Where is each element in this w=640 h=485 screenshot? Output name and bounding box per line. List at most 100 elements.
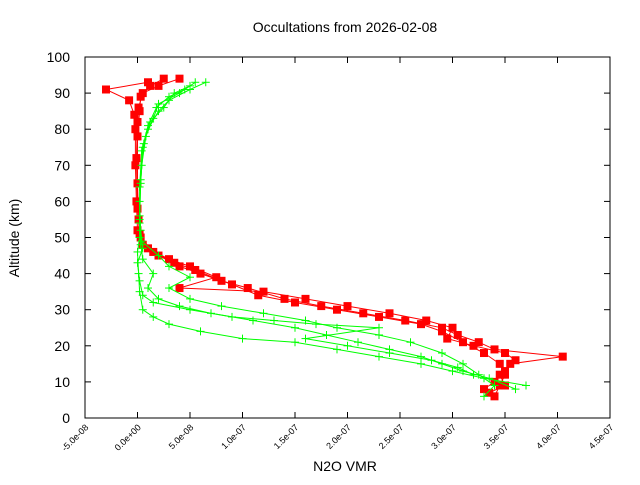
data-point-plus (144, 284, 152, 293)
data-point-square (144, 244, 152, 253)
data-point-plus (137, 146, 146, 155)
data-point-plus (175, 302, 184, 311)
data-point-plus (490, 381, 499, 390)
data-point-plus (135, 233, 144, 242)
data-point-plus (238, 334, 247, 343)
data-point-square (469, 341, 478, 350)
data-point-plus (417, 352, 425, 361)
data-point-square (170, 258, 179, 267)
data-point-plus (133, 258, 142, 267)
y-tick-label: 10 (54, 374, 70, 390)
data-point-square (417, 320, 425, 329)
x-tick-label: 4.5e-07 (587, 422, 616, 451)
data-point-plus (154, 294, 163, 303)
series-0-profile-line (135, 78, 517, 390)
data-point-plus (196, 327, 205, 336)
data-point-square (146, 81, 155, 90)
data-point-plus (154, 251, 163, 260)
data-point-square (343, 302, 352, 311)
data-point-plus (375, 352, 383, 361)
data-point-square (501, 349, 509, 358)
y-tick-label: 50 (54, 230, 70, 246)
data-point-square (558, 352, 567, 361)
data-point-square (138, 89, 147, 98)
data-point-plus (301, 334, 310, 343)
data-point-plus (333, 345, 341, 354)
y-tick-label: 20 (54, 338, 70, 354)
data-point-plus (522, 381, 530, 390)
data-point-square (243, 284, 252, 293)
data-point-plus (354, 338, 362, 347)
data-point-square (175, 284, 184, 293)
x-tick-label: 1.5e-07 (272, 422, 301, 451)
data-point-square (506, 359, 515, 368)
series-1-profile-line (136, 81, 527, 386)
data-point-plus (375, 330, 383, 339)
y-tick-label: 60 (54, 193, 70, 209)
data-point-plus (427, 356, 436, 365)
data-point-plus (165, 284, 173, 293)
data-point-plus (291, 323, 299, 332)
data-point-plus (406, 338, 415, 347)
data-point-square (422, 316, 431, 325)
y-tick-label: 90 (54, 85, 70, 101)
data-point-square (480, 349, 488, 358)
data-point-plus (385, 349, 394, 358)
data-point-plus (152, 103, 161, 112)
data-point-square (453, 330, 462, 339)
data-point-square (133, 204, 142, 213)
series-0-profile-line (104, 81, 506, 397)
data-point-plus (511, 385, 520, 394)
y-tick-label: 40 (54, 266, 70, 282)
data-point-plus (138, 244, 147, 253)
data-point-square (443, 334, 452, 343)
data-point-square (131, 125, 140, 134)
data-point-plus (270, 316, 278, 325)
data-point-square (165, 255, 173, 264)
data-point-plus (135, 219, 144, 228)
data-point-square (317, 302, 326, 311)
data-point-square (511, 356, 520, 365)
x-tick-label: 4.0e-07 (534, 422, 563, 451)
data-point-square (401, 316, 410, 325)
data-point-square (175, 262, 184, 271)
data-point-square (154, 81, 163, 90)
data-point-square (333, 305, 341, 314)
x-tick-label: 5.0e-08 (167, 422, 196, 451)
data-point-plus (186, 305, 194, 314)
data-point-square (130, 110, 139, 119)
data-point-plus (186, 294, 194, 303)
data-point-square (254, 291, 263, 300)
y-tick-label: 70 (54, 157, 70, 173)
data-point-square (438, 323, 446, 332)
series-1-profile-line (136, 81, 474, 376)
x-tick-label: 2.0e-07 (324, 422, 353, 451)
data-point-square (134, 103, 143, 112)
data-point-square (133, 117, 142, 126)
y-tick-label: 0 (62, 410, 70, 426)
chart-title: Occultations from 2026-02-08 (253, 19, 438, 35)
data-point-square (490, 345, 499, 354)
data-point-square (480, 385, 488, 394)
data-point-plus (186, 273, 194, 282)
data-point-plus (149, 269, 158, 278)
data-point-square (228, 280, 236, 289)
y-tick-label: 30 (54, 302, 70, 318)
data-point-plus (259, 309, 268, 318)
data-point-plus (144, 121, 152, 130)
data-point-plus (485, 374, 494, 383)
data-point-square (132, 154, 141, 163)
data-point-square (375, 312, 383, 321)
data-point-square (259, 287, 268, 296)
x-tick-label: 0.0e+00 (113, 422, 143, 452)
data-point-plus (228, 312, 236, 321)
data-point-square (149, 247, 158, 256)
x-tick-label: 3.0e-07 (429, 422, 458, 451)
data-point-plus (165, 262, 173, 271)
data-point-plus (249, 316, 257, 325)
data-point-plus (165, 92, 173, 101)
x-tick-label: 2.5e-07 (377, 422, 406, 451)
data-point-plus (180, 85, 189, 94)
data-point-plus (474, 370, 483, 379)
